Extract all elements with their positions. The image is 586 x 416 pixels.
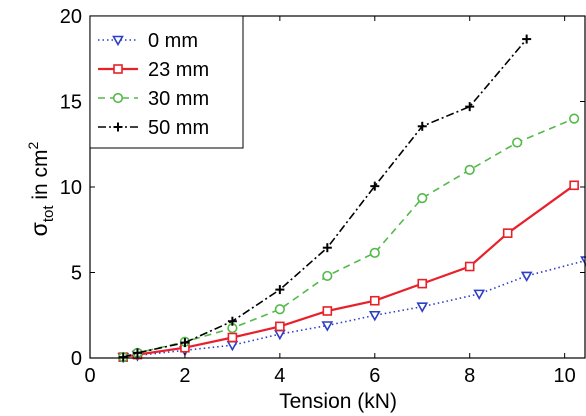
x-tick-label: 0 [84,365,95,387]
legend-label: 0 mm [148,30,198,52]
x-tick-label: 8 [464,365,475,387]
x-tick-label: 4 [274,365,285,387]
series-3 [118,34,532,362]
data-point [464,261,475,272]
data-point [275,321,285,332]
data-point [370,181,380,191]
data-point [502,228,513,238]
data-point [369,295,380,306]
legend-marker [113,64,123,74]
x-tick-label: 10 [554,365,576,387]
data-point [321,321,334,332]
y-tick-label: 20 [60,6,82,28]
data-point [369,247,380,258]
x-axis-label: Tension (kN) [279,390,397,413]
legend-item-0: 0 mm [98,30,198,52]
legend-item-2: 30 mm [98,88,209,110]
data-point [417,193,428,204]
data-point [465,102,475,112]
series-line-3 [122,38,528,358]
y-axis-label: σtot in cm2 [25,141,57,236]
plot-area [117,34,586,364]
legend-label: 50 mm [148,117,209,139]
legend-marker [113,122,123,132]
y-axis-label-subscript: tot [40,205,57,223]
data-point [275,285,285,295]
legend-item-1: 23 mm [98,59,209,81]
x-tick-label: 2 [179,365,190,387]
data-point [273,329,286,341]
data-point [132,348,142,358]
data-point [569,113,580,124]
legend-label: 23 mm [148,59,209,81]
data-point [473,289,486,301]
legend-marker [112,92,124,104]
y-axis-label-middle: in cm [29,149,52,205]
data-point [512,137,523,148]
data-point [417,278,428,289]
data-point [322,306,333,316]
data-point [417,121,427,131]
data-point [227,332,238,343]
data-point [368,310,381,322]
data-point [226,340,239,352]
legend-marker [112,35,124,47]
y-axis-label-superscript: 2 [25,141,41,149]
legend-label: 30 mm [148,88,209,110]
data-point [520,271,533,283]
data-point [464,164,475,175]
legend-item-3: 50 mm [98,117,209,139]
data-point [569,180,579,191]
data-point [274,304,285,315]
series-line-0 [123,259,586,358]
series-line-1 [123,184,575,359]
y-tick-label: 10 [60,177,82,199]
y-tick-label: 15 [60,92,82,114]
data-point [416,302,429,313]
y-tick-label: 5 [71,263,82,285]
data-point [227,316,237,326]
axes: 0 2 4 6 8 10 0 5 10 15 20 [60,6,586,387]
data-point [322,243,332,253]
x-tick-label: 6 [369,365,380,387]
data-point [118,352,128,362]
y-axis-label-sigma: σ [26,222,52,236]
data-point [522,34,532,44]
legend: 0 mm 23 mm 30 mm 50 mm [89,15,244,149]
y-tick-label: 0 [71,348,82,370]
data-point [322,270,333,282]
data-point [180,338,190,348]
series-1 [118,180,579,362]
